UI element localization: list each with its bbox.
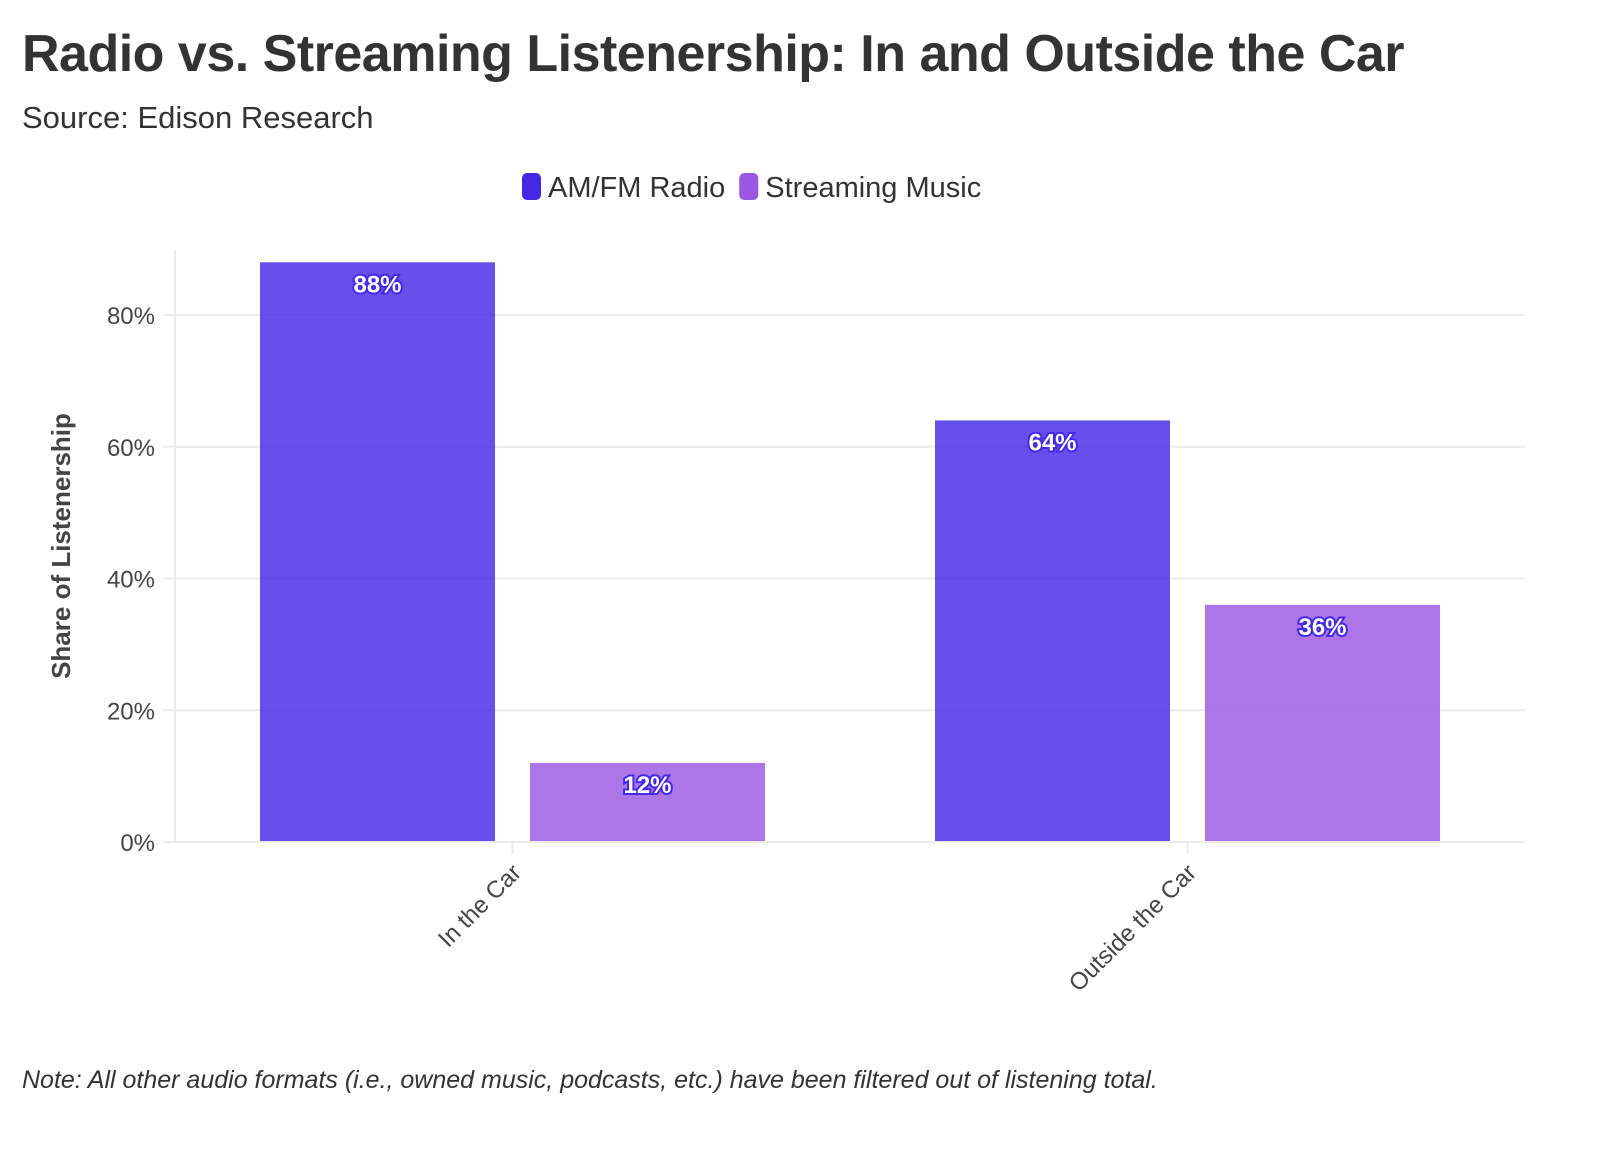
data-label: 12% xyxy=(623,772,671,799)
chart-title: Radio vs. Streaming Listenership: In and… xyxy=(22,25,1405,83)
bar-streaming-music xyxy=(1205,604,1440,842)
y-tick-label: 80% xyxy=(107,303,155,330)
legend-label: Streaming Music xyxy=(765,172,981,204)
y-tick-label: 0% xyxy=(120,830,155,857)
bar-am-fm-radio xyxy=(260,262,495,842)
legend-swatch xyxy=(522,173,541,200)
bar-am-fm-radio xyxy=(935,420,1170,842)
chart-subtitle: Source: Edison Research xyxy=(22,100,374,135)
chart-note: Note: All other audio formats (i.e., own… xyxy=(22,1066,1158,1094)
legend-label: AM/FM Radio xyxy=(548,172,725,204)
legend-swatch xyxy=(739,173,759,200)
x-tick-label: Outside the Car xyxy=(1064,859,1202,997)
y-axis-label: Share of Listenership xyxy=(46,413,76,679)
bar-streaming-music xyxy=(530,762,765,842)
y-tick-label: 40% xyxy=(107,567,155,594)
y-tick-label: 60% xyxy=(107,435,155,462)
y-tick-label: 20% xyxy=(107,698,155,725)
x-tick-label: In the Car xyxy=(433,859,527,953)
data-label: 64% xyxy=(1028,429,1076,456)
data-label: 88% xyxy=(353,271,401,298)
data-label: 36% xyxy=(1298,614,1346,641)
